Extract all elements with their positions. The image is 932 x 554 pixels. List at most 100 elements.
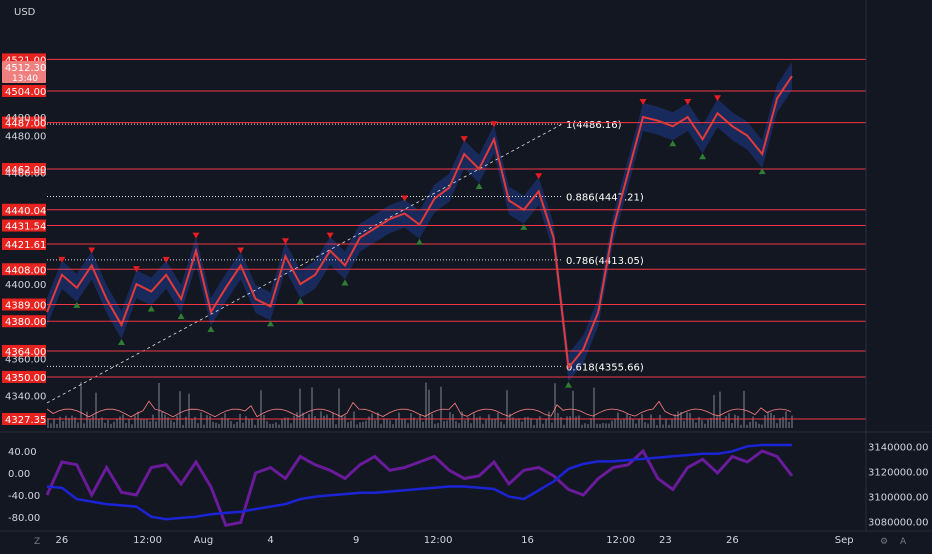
volume-bar <box>146 418 148 428</box>
volume-bar <box>191 418 193 428</box>
volume-average-line <box>46 400 792 418</box>
volume-bar <box>737 415 739 428</box>
settings-icon[interactable]: ⚙ <box>880 537 888 547</box>
volume-bar <box>551 422 553 428</box>
volume-bar <box>533 424 535 428</box>
time-axis-tick: 23 <box>659 535 672 546</box>
volume-bar <box>371 413 373 428</box>
volume-bar <box>197 423 199 428</box>
volume-bar <box>635 423 637 428</box>
volume-bar <box>719 391 721 428</box>
volume-bar <box>128 418 130 428</box>
buy-signal-icon <box>296 298 304 305</box>
time-axis-tick: 12:00 <box>133 535 162 546</box>
volume-bar <box>545 418 547 428</box>
level-label: 4350.00 <box>5 373 46 384</box>
volume-bar <box>158 382 160 428</box>
volume-bar <box>224 413 226 428</box>
volume-bar <box>302 412 304 428</box>
fib-level-label: 0.886(4447.21) <box>566 192 644 203</box>
volume-bar <box>185 416 187 428</box>
sell-signal-icon <box>132 266 140 273</box>
level-badge <box>2 116 46 129</box>
volume-bar <box>518 418 520 428</box>
volume-bar <box>353 411 355 428</box>
volume-bar <box>524 417 526 428</box>
level-badge <box>2 53 46 66</box>
level-label: 4389.00 <box>5 301 46 312</box>
volume-bar <box>392 424 394 428</box>
buy-signal-icon <box>416 238 423 245</box>
buy-signal-icon <box>341 279 349 286</box>
volume-bar <box>461 411 463 428</box>
volume-bar <box>413 417 415 428</box>
price-axis-tick: 4460.00 <box>5 169 46 180</box>
price-axis-tick: 4340.00 <box>5 392 46 403</box>
volume-bar <box>350 420 352 428</box>
volume-bar <box>122 414 124 428</box>
volume-bar <box>218 423 220 428</box>
sell-signal-icon <box>401 195 409 202</box>
volume-bar <box>263 414 265 428</box>
level-badge <box>2 162 46 175</box>
auto-scale-corner-label[interactable]: A <box>900 537 907 547</box>
volume-bar <box>620 419 622 428</box>
volume-bar <box>650 414 652 428</box>
level-badge <box>2 263 46 276</box>
volume-bar <box>92 415 94 428</box>
level-badge <box>2 219 46 232</box>
volume-bar <box>425 382 427 428</box>
volume-bar <box>173 421 175 428</box>
oscillator-right-tick: 3100000.00 <box>868 493 928 504</box>
volume-bar <box>479 416 481 428</box>
volume-bar <box>746 424 748 428</box>
volume-bar <box>179 391 181 428</box>
level-label: 4440.04 <box>5 206 46 217</box>
volume-bar <box>641 414 643 428</box>
volume-bar <box>329 417 331 428</box>
timezone-corner-label[interactable]: Z <box>34 537 40 547</box>
volume-bar <box>104 422 106 428</box>
volume-bar <box>326 414 328 428</box>
levels-layer: 4521.00 4504.00 4487.00 4462.00 4440.04 4431.… <box>2 53 866 426</box>
volume-bar <box>488 414 490 428</box>
sell-signal-icon <box>192 232 200 239</box>
volume-bar <box>380 423 382 428</box>
volume-bar <box>284 417 286 428</box>
volume-bar <box>215 422 217 428</box>
price-axis-tick: 4490.00 <box>5 113 46 124</box>
volume-bar <box>272 423 274 428</box>
volume-bar <box>626 414 628 428</box>
time-axis-tick: 26 <box>726 535 739 546</box>
volume-bar <box>62 421 64 428</box>
volume-bar <box>467 417 469 428</box>
volume-bar <box>320 411 322 428</box>
volume-bar <box>554 383 556 428</box>
volume-bar <box>443 421 445 428</box>
time-axis-tick: 12:00 <box>424 535 453 546</box>
volume-bar <box>497 412 499 428</box>
volume-bar <box>119 416 121 428</box>
level-badge <box>2 298 46 311</box>
level-badge <box>2 344 46 357</box>
oscillator-right-tick: 3120000.00 <box>868 467 928 478</box>
volume-bar <box>692 419 694 428</box>
volume-bar <box>260 390 262 428</box>
volume-bar <box>506 390 508 428</box>
volume-bar <box>575 416 577 428</box>
oscillator-left-tick: -80.00 <box>8 513 40 524</box>
volume-bar <box>131 424 133 428</box>
volume-bar <box>389 420 391 428</box>
volume-bar <box>422 421 424 428</box>
current-price-badge[interactable] <box>2 61 46 83</box>
sell-signal-icon <box>88 247 96 254</box>
volume-bar <box>239 413 241 428</box>
volume-bar <box>629 416 631 428</box>
volume-bar <box>773 415 775 428</box>
volume-bar <box>581 424 583 428</box>
volume-bar <box>161 412 163 428</box>
level-badge <box>2 370 46 383</box>
volume-bar <box>410 413 412 428</box>
